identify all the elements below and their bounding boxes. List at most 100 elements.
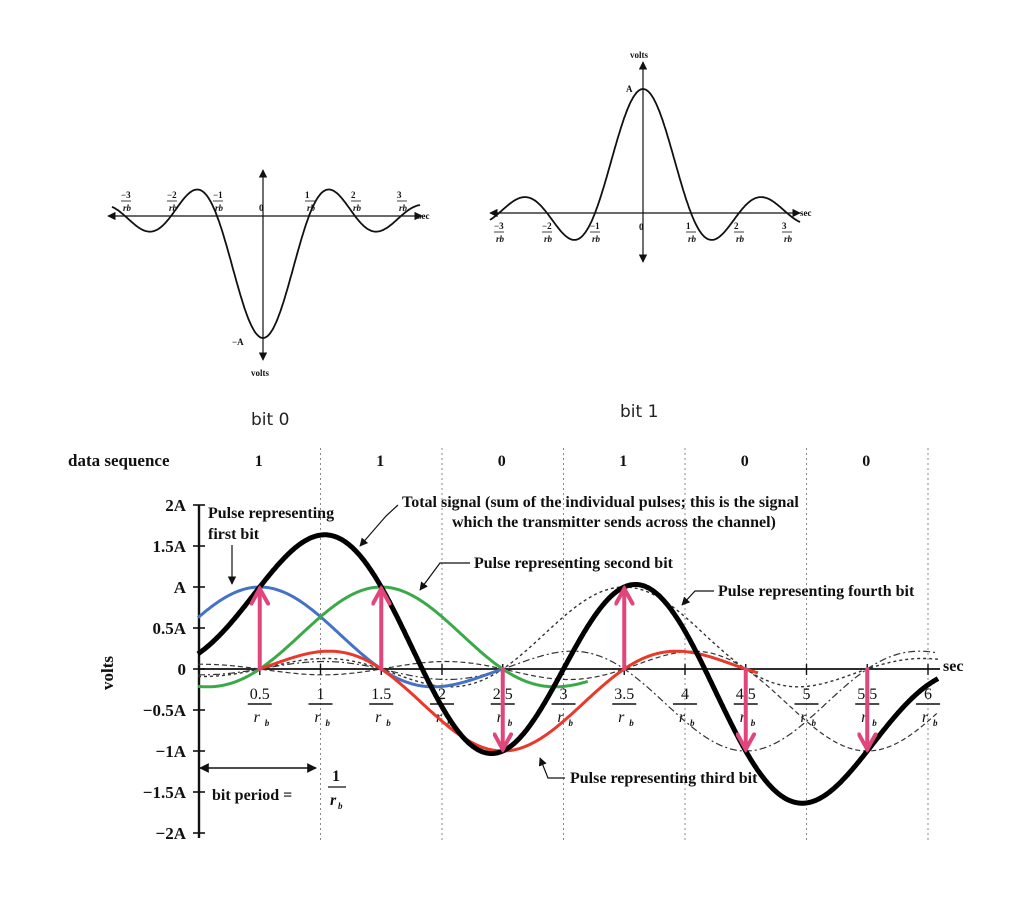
svg-text:r: r (922, 709, 929, 726)
svg-text:−1: −1 (213, 190, 223, 200)
svg-text:rb: rb (169, 203, 178, 213)
svg-text:3.5: 3.5 (614, 686, 634, 703)
bit1-tick-label: 1 rb (686, 221, 697, 244)
first-bit-annotation-line2: first bit (208, 526, 260, 543)
bit1-tick-label: −1 rb (590, 221, 601, 244)
data-sequence-label: data sequence (68, 451, 170, 470)
bit1-peak-label: A (626, 84, 633, 94)
data-sequence-value: 0 (741, 453, 749, 470)
bit0-peak-label: −A (232, 337, 244, 347)
svg-text:1.5: 1.5 (371, 686, 391, 703)
bit0-tick-label: −3 rb (121, 190, 132, 213)
svg-text:r: r (375, 709, 382, 726)
first-bit-annotation-line1: Pulse representing (208, 505, 334, 522)
svg-text:rb: rb (592, 234, 601, 244)
x-tick-label: 1 r b (309, 664, 333, 728)
svg-text:b: b (508, 718, 513, 728)
bit0-sec-label: sec (418, 211, 430, 221)
bit0-tick-label: 1 rb (305, 190, 316, 213)
data-sequence-values: 1 1 0 1 0 0 (255, 453, 871, 470)
bit0-tick-label: 2 rb (351, 190, 362, 213)
third-bit-pointer (540, 758, 565, 778)
bit1-pulse-curve (490, 89, 800, 240)
y-tick-label: −1.5A (143, 783, 187, 802)
svg-text:b: b (386, 718, 391, 728)
data-sequence-value: 0 (862, 453, 870, 470)
bit1-volts-label: volts (630, 50, 648, 60)
bit0-tick-label: 3 rb (397, 190, 408, 213)
svg-text:rb: rb (399, 203, 408, 213)
svg-text:5: 5 (803, 686, 811, 703)
svg-text:b: b (933, 718, 938, 728)
data-sequence-value: 0 (498, 453, 506, 470)
bit0-tick-label: −2 rb (167, 190, 178, 213)
svg-text:b: b (872, 718, 877, 728)
svg-text:rb: rb (353, 203, 362, 213)
svg-text:b: b (812, 718, 817, 728)
svg-text:−2: −2 (167, 190, 177, 200)
data-sequence-value: 1 (255, 453, 263, 470)
svg-text:b: b (326, 718, 331, 728)
x-tick-label: 4r b (673, 664, 697, 728)
svg-text:−2: −2 (542, 221, 552, 231)
svg-text:−3: −3 (121, 190, 131, 200)
fourth-bit-pointer (682, 591, 714, 605)
fourth-bit-annotation: Pulse representing fourth bit (718, 583, 915, 600)
svg-text:rb: rb (496, 234, 505, 244)
svg-text:1: 1 (305, 190, 310, 200)
svg-text:rb: rb (544, 234, 553, 244)
bit0-caption: bit 0 (251, 410, 289, 430)
data-sequence-value: 1 (619, 453, 627, 470)
svg-text:rb: rb (123, 203, 132, 213)
svg-text:1: 1 (317, 686, 325, 703)
y-tick-label: 0 (178, 660, 187, 679)
bit0-pulse-plot: sec volts −A 0 −3 rb −2 rb −1 rb 1rb 2 rb 3 rb (108, 170, 430, 378)
svg-text:b: b (751, 718, 756, 728)
svg-text:r: r (314, 709, 321, 726)
second-bit-pointer (420, 563, 470, 590)
svg-text:rb: rb (736, 234, 745, 244)
y-tick-label: 1.5A (152, 537, 186, 556)
svg-text:3: 3 (397, 190, 402, 200)
svg-text:r: r (254, 709, 261, 726)
y-tick-label: −0.5A (143, 701, 187, 720)
svg-text:b: b (629, 718, 634, 728)
svg-text:3: 3 (560, 686, 568, 703)
bit0-volts-label: volts (251, 368, 269, 378)
bit1-tick-label: 2 rb (734, 221, 745, 244)
svg-text:4: 4 (681, 686, 689, 703)
svg-text:2: 2 (351, 190, 356, 200)
bit1-sec-label: sec (800, 208, 812, 218)
svg-text:−1: −1 (590, 221, 600, 231)
svg-text:3: 3 (782, 221, 787, 231)
second-bit-annotation: Pulse representing second bit (474, 555, 674, 572)
svg-text:b: b (265, 718, 270, 728)
bit-period-label: bit period = (212, 787, 292, 804)
bit-period-denominator: r (330, 792, 337, 809)
svg-text:rb: rb (784, 234, 793, 244)
data-sequence-value: 1 (376, 453, 384, 470)
x-tick-label: 6r b (916, 664, 940, 728)
main-volts-label: volts (98, 656, 117, 690)
bit1-tick-label: −2 rb (542, 221, 553, 244)
bit1-origin-label: 0 (639, 222, 644, 232)
svg-text:0.5: 0.5 (250, 686, 270, 703)
bit-period-numerator: 1 (332, 768, 340, 785)
bit0-origin-label: 0 (259, 203, 264, 213)
svg-text:b: b (569, 718, 574, 728)
total-signal-pointer (360, 505, 398, 546)
svg-text:2: 2 (734, 221, 739, 231)
y-tick-label: −1A (156, 742, 187, 761)
svg-text:r: r (618, 709, 625, 726)
bit1-pulse-plot: sec volts A 0 −3 rb −2 rb −1 rb 1 rb 2 rb 3 rb (490, 50, 812, 262)
main-y-tick-labels: 2A 1.5A A 0.5A 0 −0.5A −1A −1.5A −2A (143, 496, 205, 843)
svg-text:rb: rb (215, 203, 224, 213)
y-tick-label: 0.5A (152, 619, 186, 638)
bit1-caption: bit 1 (620, 402, 658, 422)
main-sec-label: sec (943, 658, 963, 675)
total-signal-annotation-line1: Total signal (sum of the individual puls… (402, 494, 799, 511)
bit0-tick-label: −1 rb (213, 190, 224, 213)
svg-text:rb: rb (688, 234, 697, 244)
total-signal-annotation-line2: which the transmitter sends across the c… (452, 514, 776, 531)
bit1-tick-label: 3 rb (782, 221, 793, 244)
